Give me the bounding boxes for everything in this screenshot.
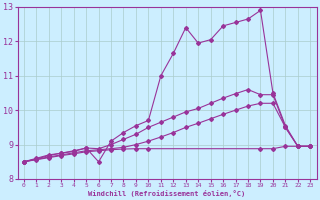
X-axis label: Windchill (Refroidissement éolien,°C): Windchill (Refroidissement éolien,°C) <box>88 190 246 197</box>
